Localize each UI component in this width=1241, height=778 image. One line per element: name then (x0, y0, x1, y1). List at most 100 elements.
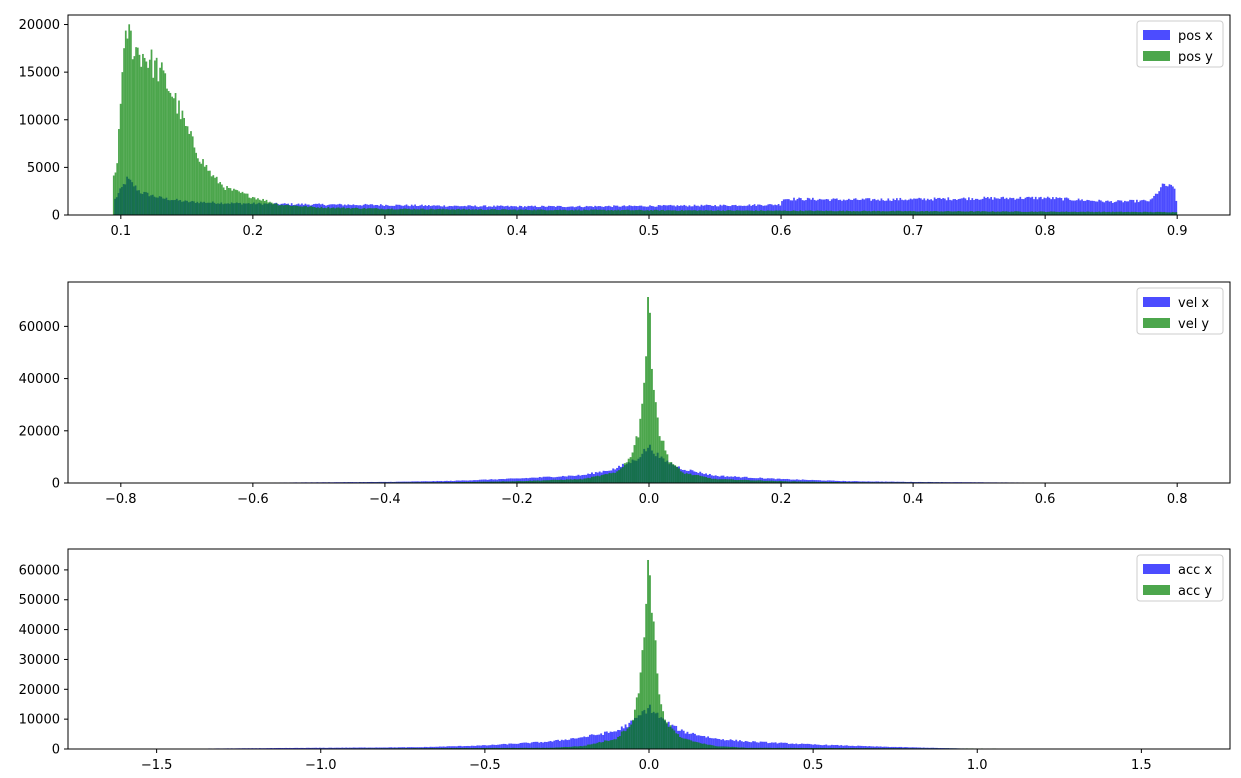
histogram-bar (515, 478, 518, 483)
histogram-bar (609, 740, 612, 749)
histogram-bar (770, 204, 773, 215)
histogram-bar (703, 476, 706, 483)
histogram-bar (436, 480, 439, 483)
histogram-bar (332, 207, 335, 215)
histogram-bar (1087, 211, 1090, 215)
histogram-bar (870, 200, 872, 215)
histogram-bar (617, 736, 619, 749)
histogram-bar (499, 210, 501, 215)
histogram-bar (553, 747, 556, 749)
histogram-bar (667, 205, 670, 215)
histogram-bar (288, 747, 291, 749)
histogram-bar (596, 475, 599, 483)
histogram-bar (729, 210, 731, 215)
histogram-bar (683, 204, 686, 215)
histogram-bar (1016, 198, 1018, 215)
histogram-bar (658, 210, 661, 215)
histogram-bar (608, 210, 611, 215)
histogram-bar (995, 198, 998, 215)
histogram-bar (830, 747, 833, 749)
histogram-bar (1026, 211, 1028, 215)
histogram-bar (976, 211, 979, 215)
histogram-bar (1122, 202, 1125, 215)
histogram-bar (420, 208, 422, 215)
histogram-bar (251, 196, 254, 215)
histogram-bar (974, 198, 977, 215)
histogram-bar (879, 746, 882, 749)
histogram-bar (570, 738, 573, 749)
histogram-bar (635, 697, 638, 749)
histogram-bar (1110, 212, 1112, 215)
histogram-bar (1117, 200, 1119, 215)
histogram-bar (720, 479, 723, 483)
histogram-bar (929, 211, 932, 215)
histogram-bar (691, 475, 694, 483)
histogram-bar (542, 480, 545, 483)
histogram-bar (532, 741, 535, 749)
histogram-bar (356, 747, 359, 749)
histogram-bar (874, 746, 876, 749)
histogram-bar (812, 197, 814, 215)
histogram-bar (1045, 212, 1047, 215)
histogram-bar (632, 719, 634, 749)
histogram-bar (681, 209, 683, 215)
histogram-bar (646, 210, 649, 215)
histogram-bar (1113, 202, 1116, 215)
histogram-bar (692, 732, 695, 749)
histogram-bar (449, 480, 452, 483)
histogram-bar (714, 738, 717, 749)
histogram-bar (818, 210, 821, 215)
histogram-bar (486, 481, 489, 483)
histogram-bar (814, 210, 817, 215)
histogram-bar (784, 479, 787, 483)
histogram-bar (724, 210, 726, 215)
histogram-bar (202, 159, 204, 215)
histogram-bar (572, 746, 574, 749)
histogram-bar (659, 205, 662, 215)
histogram-bar (523, 742, 526, 749)
histogram-bar (337, 207, 340, 215)
histogram-bar (821, 481, 824, 483)
histogram-bar (803, 200, 806, 215)
histogram-bar (605, 740, 608, 749)
histogram-bar (809, 480, 812, 483)
histogram-bar (724, 746, 726, 749)
histogram-bar (942, 198, 945, 215)
x-tick-label: 0.8 (1167, 492, 1188, 507)
histogram-bar (525, 747, 528, 749)
histogram-bar (521, 478, 524, 483)
histogram-bar (561, 479, 564, 483)
histogram-bar (855, 746, 858, 749)
histogram-bar (712, 478, 715, 483)
histogram-bar (787, 747, 790, 749)
histogram-bar (126, 38, 129, 215)
legend-label: acc x (1178, 563, 1212, 578)
histogram-bar (991, 211, 994, 215)
histogram-bar (694, 210, 697, 215)
histogram-bar (327, 207, 330, 215)
histogram-bar (588, 734, 591, 749)
histogram-bar (138, 54, 141, 215)
histogram-bar (121, 72, 124, 215)
histogram-bar (776, 478, 779, 483)
histogram-bar (349, 208, 352, 215)
histogram-bar (930, 199, 933, 215)
histogram-bar (799, 210, 802, 215)
histogram-bar (716, 479, 719, 483)
histogram-bar (979, 211, 982, 215)
histogram-bar (560, 479, 562, 483)
histogram-bar (892, 746, 895, 749)
histogram-bar (428, 209, 431, 215)
histogram-bar (602, 734, 604, 749)
histogram-bar (801, 479, 804, 483)
histogram-bar (722, 746, 725, 749)
histogram-bar (845, 745, 848, 749)
histogram-bar (878, 200, 881, 215)
histogram-bar (1009, 197, 1011, 215)
histogram-bar (267, 202, 270, 215)
histogram-bar (761, 480, 764, 483)
histogram-bar (964, 211, 967, 215)
histogram-bar (774, 742, 777, 749)
histogram-bar (469, 480, 472, 483)
y-tick-label: 50000 (19, 593, 60, 608)
